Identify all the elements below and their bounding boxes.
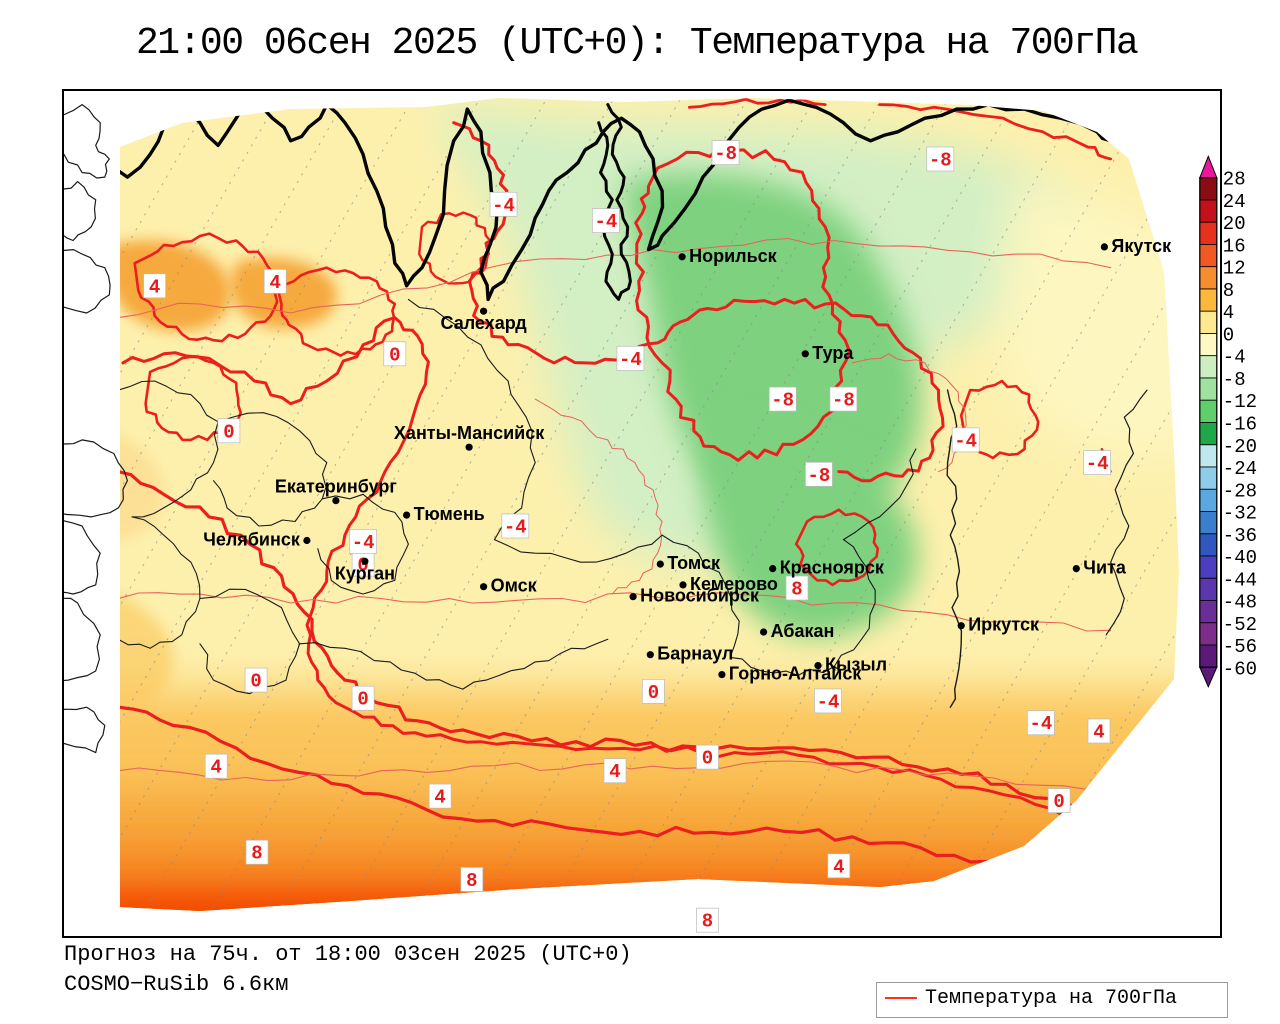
svg-text:20: 20: [1223, 213, 1246, 235]
svg-text:Челябинск: Челябинск: [203, 530, 301, 550]
svg-text:4: 4: [210, 757, 221, 779]
svg-text:-12: -12: [1223, 391, 1257, 413]
svg-text:-48: -48: [1223, 592, 1257, 614]
svg-text:0: 0: [389, 344, 400, 366]
svg-text:-40: -40: [1223, 547, 1257, 569]
svg-text:Иркутск: Иркутск: [968, 615, 1040, 635]
svg-text:-4: -4: [1086, 453, 1109, 475]
svg-text:-8: -8: [771, 390, 794, 412]
svg-text:8: 8: [1223, 280, 1234, 302]
svg-text:4: 4: [833, 856, 844, 878]
svg-text:0: 0: [250, 671, 261, 693]
svg-text:4: 4: [434, 787, 445, 809]
svg-text:8: 8: [466, 870, 477, 892]
svg-text:Норильск: Норильск: [689, 246, 778, 266]
svg-text:Тюмень: Тюмень: [414, 504, 485, 524]
svg-text:-8: -8: [1223, 369, 1246, 391]
svg-text:16: 16: [1223, 236, 1246, 258]
svg-text:0: 0: [1223, 325, 1234, 347]
svg-text:8: 8: [702, 911, 713, 933]
svg-text:0: 0: [1053, 791, 1064, 813]
svg-text:0: 0: [702, 748, 713, 770]
svg-text:Салехард: Салехард: [440, 313, 527, 333]
svg-text:-56: -56: [1223, 636, 1257, 658]
svg-text:Новосибирск: Новосибирск: [640, 586, 760, 606]
svg-text:24: 24: [1223, 191, 1246, 213]
svg-text:-20: -20: [1223, 436, 1257, 458]
svg-text:Томск: Томск: [667, 553, 721, 573]
svg-text:-4: -4: [1029, 713, 1052, 735]
svg-text:Тура: Тура: [812, 343, 854, 363]
svg-text:Кызыл: Кызыл: [825, 655, 887, 675]
svg-text:28: 28: [1223, 169, 1246, 191]
svg-text:8: 8: [791, 579, 802, 601]
svg-text:-8: -8: [807, 465, 830, 487]
svg-text:-4: -4: [492, 195, 515, 217]
svg-text:-24: -24: [1223, 458, 1257, 480]
svg-text:0: 0: [357, 689, 368, 711]
svg-text:Чита: Чита: [1083, 558, 1127, 578]
svg-text:Красноярск: Красноярск: [780, 558, 885, 578]
svg-text:-4: -4: [1223, 347, 1246, 369]
svg-text:Ханты-Мансийск: Ханты-Мансийск: [394, 423, 545, 443]
svg-text:-52: -52: [1223, 614, 1257, 636]
svg-text:-8: -8: [929, 150, 952, 172]
svg-text:Якутск: Якутск: [1111, 236, 1172, 256]
svg-text:4: 4: [609, 761, 620, 783]
svg-text:Омск: Омск: [491, 576, 538, 596]
svg-text:8: 8: [251, 843, 262, 865]
svg-text:-8: -8: [832, 390, 855, 412]
svg-text:4: 4: [149, 276, 160, 298]
svg-text:-4: -4: [594, 211, 617, 233]
svg-text:-28: -28: [1223, 480, 1257, 502]
svg-text:-4: -4: [504, 517, 527, 539]
svg-text:Екатеринбург: Екатеринбург: [275, 477, 397, 497]
svg-text:0: 0: [648, 682, 659, 704]
svg-text:4: 4: [1223, 302, 1234, 324]
svg-text:-4: -4: [954, 430, 977, 452]
svg-text:-60: -60: [1223, 658, 1257, 680]
svg-text:Абакан: Абакан: [771, 621, 835, 641]
svg-text:-8: -8: [714, 143, 737, 165]
svg-text:4: 4: [269, 272, 280, 294]
svg-text:-4: -4: [619, 349, 642, 371]
svg-text:12: 12: [1223, 258, 1246, 280]
svg-text:-4: -4: [817, 691, 840, 713]
svg-text:4: 4: [1093, 722, 1104, 744]
svg-text:-44: -44: [1223, 569, 1257, 591]
svg-text:-36: -36: [1223, 525, 1257, 547]
svg-text:-4: -4: [352, 532, 375, 554]
svg-text:0: 0: [223, 421, 234, 443]
svg-text:-32: -32: [1223, 503, 1257, 525]
svg-text:-16: -16: [1223, 414, 1257, 436]
svg-text:Курган: Курган: [335, 563, 395, 583]
svg-text:Барнаул: Барнаул: [657, 644, 733, 664]
